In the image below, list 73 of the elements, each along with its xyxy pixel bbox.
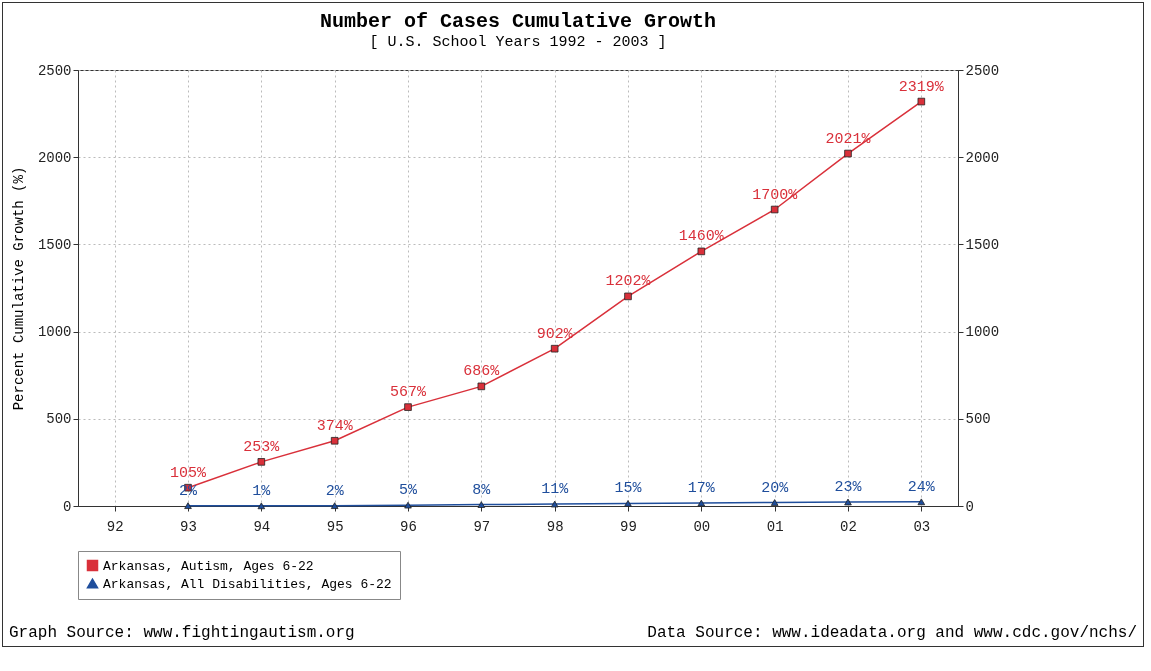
x-tick-label: 92: [106, 518, 124, 535]
x-tick-label: 01: [766, 518, 784, 535]
data-label: 686%: [463, 363, 501, 381]
point: [770, 499, 779, 506]
x-tick-label: 98: [546, 518, 564, 535]
y2-tick-label: 1000: [965, 324, 1000, 341]
y-tick-label: 500: [46, 411, 72, 428]
y-tick-label: 2500: [37, 62, 72, 79]
chart-subtitle: [ U.S. School Years 1992 - 2003 ]: [369, 34, 667, 51]
data-label: 5%: [398, 482, 418, 500]
data-label: 15%: [614, 480, 643, 498]
y-axis-title: Percent Cumulative Growth (%): [10, 166, 27, 411]
point: [477, 382, 486, 391]
y2-tick-label: 2000: [965, 149, 1000, 166]
y-tick-label: 2000: [37, 149, 72, 166]
point: [697, 499, 706, 507]
data-label: 2%: [325, 482, 345, 500]
data-label: 1460%: [678, 228, 725, 246]
data-label: 2021%: [825, 130, 872, 148]
x-tick-label: 02: [840, 518, 857, 535]
data-label: 24%: [907, 478, 936, 496]
data-label: 105%: [169, 464, 207, 482]
y2-tick-label: 2500: [965, 62, 1000, 79]
data-label: 17%: [687, 480, 716, 498]
x-tick-label: 95: [326, 518, 344, 535]
point: [404, 403, 412, 411]
point: [844, 149, 852, 158]
point: [477, 501, 486, 508]
point: [624, 292, 632, 301]
x-tick-label: 96: [400, 518, 417, 535]
x-tick-label: 94: [253, 518, 271, 535]
point: [917, 97, 926, 106]
legend-label: Arkansas, Autism, Ages 6-22: [103, 558, 314, 574]
data-label: 374%: [316, 417, 354, 435]
x-tick-label: 00: [693, 518, 711, 535]
data-label: 253%: [243, 438, 281, 456]
legend-label: Arkansas, All Disabilities, Ages 6-22: [103, 576, 392, 592]
point: [404, 501, 412, 509]
point: [550, 344, 559, 353]
data-label: 1%: [252, 482, 272, 500]
y-tick-label: 0: [63, 498, 72, 515]
y2-tick-label: 1500: [965, 236, 1000, 253]
source-note: Data Source: www.ideadata.org and www.cdc.gov/nchs/: [647, 624, 1137, 642]
chart-title: Number of Cases Cumulative Growth: [319, 10, 717, 33]
point: [330, 437, 339, 445]
data-label: 8%: [472, 481, 492, 499]
data-label: 567%: [389, 384, 427, 402]
x-tick-label: 93: [180, 518, 197, 535]
data-label: 23%: [834, 478, 863, 496]
data-label: 1202%: [605, 273, 652, 291]
y-tick-label: 1500: [37, 236, 72, 253]
y-tick-label: 1000: [37, 324, 72, 341]
data-label: 20%: [761, 479, 790, 497]
point: [697, 247, 706, 256]
point: [770, 205, 779, 214]
data-label: 11%: [541, 481, 570, 499]
y2-tick-label: 0: [965, 498, 974, 515]
data-label: 2319%: [898, 78, 945, 96]
x-tick-label: 03: [913, 518, 931, 535]
point: [550, 500, 559, 508]
point: [917, 498, 926, 506]
point: [257, 502, 266, 510]
point: [330, 502, 339, 509]
text: Graph Source: www.fightingautism.org: [9, 624, 355, 642]
x-tick-label: 97: [473, 518, 491, 535]
x-tick-label: 99: [620, 518, 637, 535]
data-label: 2%: [178, 482, 198, 500]
data-label: 902%: [536, 325, 574, 343]
point: [844, 498, 852, 506]
point: [257, 458, 266, 466]
point: [184, 502, 192, 509]
point: [624, 500, 632, 507]
y2-tick-label: 500: [965, 411, 991, 428]
